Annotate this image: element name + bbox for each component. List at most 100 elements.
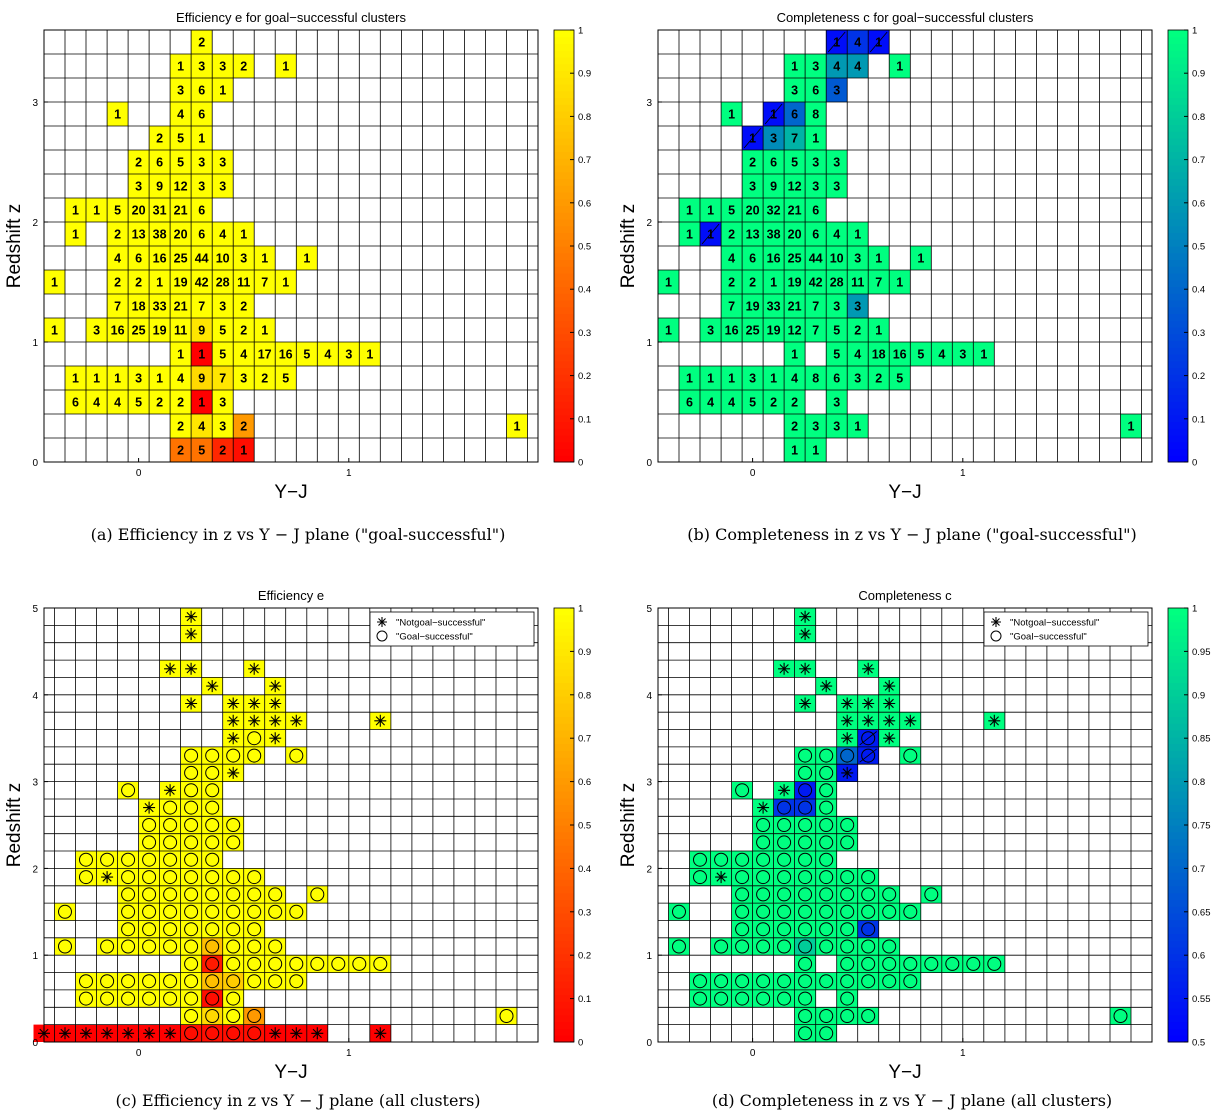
cell-count-label: 28	[830, 276, 844, 290]
heat-cell	[170, 150, 192, 174]
colorbar-band	[554, 70, 574, 78]
circle-marker	[121, 904, 136, 919]
circle-marker	[819, 852, 834, 867]
cell-count-label: 4	[938, 348, 945, 362]
cell-count-label: 4	[114, 396, 121, 410]
colorbar-band	[1168, 913, 1188, 921]
heat-cell	[149, 246, 171, 270]
star-marker	[206, 680, 219, 693]
heat-cell	[170, 246, 192, 270]
heat-cell	[700, 390, 721, 414]
cell-count-label: 3	[135, 180, 142, 194]
colorbar-band	[1168, 158, 1188, 166]
cell-count-label: 1	[686, 372, 693, 386]
circle-marker	[268, 939, 283, 954]
colorbar-band	[554, 702, 574, 711]
cell-count-label: 1	[93, 372, 100, 386]
colorbar-band	[1168, 831, 1188, 840]
colorbar-tick-label: 0.8	[578, 112, 591, 123]
heat-cell	[86, 366, 107, 390]
star-marker	[862, 714, 875, 727]
circle-marker	[289, 904, 304, 919]
circle-marker	[840, 887, 855, 902]
circle-marker	[163, 800, 178, 815]
cell-count-label: 4	[114, 252, 121, 266]
cell-count-label: 2	[156, 396, 163, 410]
colorbar-band	[1168, 57, 1188, 65]
colorbar-band	[554, 367, 574, 375]
cell-count-label: 4	[854, 348, 861, 362]
colorbar-band	[554, 1008, 574, 1016]
cell-count-label: 1	[72, 204, 79, 218]
colorbar-tick-label: 0.7	[1192, 155, 1205, 166]
heat-cell	[784, 150, 806, 174]
colorbar-tick-label: 0.9	[1192, 69, 1205, 80]
y-tick-label: 4	[32, 691, 38, 702]
colorbar-band	[554, 158, 574, 166]
cell-count-label: 2	[177, 396, 184, 410]
colorbar-band	[554, 286, 574, 294]
colorbar-band	[1168, 919, 1188, 928]
colorbar-band	[1168, 279, 1188, 287]
colorbar-band	[1168, 219, 1188, 227]
cell-count-label: 3	[854, 252, 861, 266]
legend-circle	[376, 630, 388, 642]
heat-cell	[107, 318, 129, 342]
cell-count-label: 25	[746, 324, 760, 338]
cell-count-label: 3	[833, 156, 840, 170]
cell-count-label: 2	[791, 396, 798, 410]
circle-marker	[756, 835, 771, 850]
heat-cell	[742, 366, 764, 390]
cell-count-label: 1	[833, 36, 840, 50]
colorbar-band	[1168, 387, 1188, 395]
cell-count-label: 1	[366, 348, 373, 362]
circle-marker	[819, 835, 834, 850]
cell-count-label: 38	[767, 228, 781, 242]
cell-count-label: 2	[770, 396, 777, 410]
heat-cell	[506, 414, 528, 438]
circle-marker	[840, 835, 855, 850]
cell-count-label: 42	[809, 276, 823, 290]
colorbar-band	[1168, 953, 1188, 962]
circle-marker	[205, 1009, 220, 1023]
heat-cell	[784, 126, 806, 150]
colorbar-band	[554, 641, 574, 650]
circle-marker	[268, 974, 283, 989]
heat-cell	[805, 366, 827, 390]
colorbar-band	[1168, 178, 1188, 186]
heat-cell	[847, 342, 869, 366]
colorbar-band	[1168, 669, 1188, 677]
circle-marker	[798, 939, 813, 954]
colorbar-band	[554, 77, 574, 85]
heat-cell	[191, 246, 213, 270]
star-marker	[778, 784, 791, 797]
star-marker	[227, 697, 240, 710]
circle-marker	[966, 956, 981, 971]
cell-count-label: 6	[198, 84, 205, 98]
cell-count-label: 1	[93, 204, 100, 218]
heat-cell	[191, 54, 213, 78]
circle-marker	[163, 922, 178, 937]
colorbar-band	[554, 171, 574, 179]
heat-cell	[805, 126, 827, 150]
circle-marker	[226, 956, 241, 971]
circle-marker	[142, 887, 157, 902]
heat-cell	[212, 438, 234, 462]
colorbar-band	[554, 131, 574, 139]
heat-cell	[149, 318, 171, 342]
heat-cell	[170, 198, 192, 222]
circle-marker	[798, 887, 813, 902]
cell-count-label: 1	[812, 444, 819, 458]
heat-cell	[805, 78, 827, 102]
cell-count-label: 21	[788, 300, 802, 314]
cell-count-label: 11	[851, 276, 864, 290]
heat-cell	[254, 342, 276, 366]
circle-marker	[861, 731, 876, 746]
heat-cell	[275, 342, 297, 366]
circle-marker	[798, 748, 813, 763]
legend-label: "Goal−successful"	[396, 632, 473, 643]
circle-marker	[121, 783, 136, 798]
heat-cell	[296, 342, 318, 366]
colorbar-band	[1168, 879, 1188, 887]
